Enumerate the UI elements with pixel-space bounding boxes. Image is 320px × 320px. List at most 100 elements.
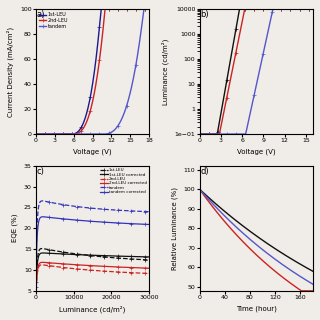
- 1st-LEU: [45, 132, 49, 136]
- 2nd-LEU: [209, 203, 213, 207]
- 2nd-LEU: [148, 7, 151, 11]
- 2nd-LEU: [34, 299, 38, 303]
- tandem: [112, 208, 116, 212]
- tandem: [34, 280, 38, 284]
- 2nd-LEU: [84, 268, 88, 272]
- 2nd-LEU: [45, 264, 49, 268]
- 2nd-LEU: [148, 271, 151, 275]
- 1st-LEU: [123, 7, 126, 11]
- 1st-LEU: [244, 226, 247, 230]
- 2nd-LEU: [248, 246, 252, 250]
- 1st-LEU corrected: [34, 294, 38, 298]
- tandem: [123, 111, 126, 115]
- tandem: [311, 282, 315, 286]
- 1st-LEU: [276, 248, 279, 252]
- tandem corrected: [34, 285, 38, 289]
- Line: 2nd-LEU corrected: 2nd-LEU corrected: [34, 260, 151, 301]
- 1st-LEU: [311, 269, 315, 273]
- 2nd-LEU corrected: [148, 266, 151, 270]
- 1st-LEU: [123, 257, 126, 260]
- 1st-LEU: [40, 247, 44, 251]
- 2nd-LEU: [197, 187, 201, 191]
- 1st-LEU: [209, 198, 213, 202]
- 1st-LEU: [34, 132, 38, 136]
- tandem: [276, 259, 279, 263]
- 1st-LEU: [124, 257, 128, 260]
- 1st-LEU: [286, 255, 290, 259]
- 2nd-LEU corrected: [45, 261, 49, 265]
- Y-axis label: Luminance (cd/m²): Luminance (cd/m²): [162, 38, 169, 105]
- 1st-LEU corrected: [124, 254, 128, 258]
- Y-axis label: Relative Luminance (%): Relative Luminance (%): [172, 187, 178, 270]
- tandem corrected: [84, 219, 88, 223]
- 2nd-LEU: [103, 7, 107, 11]
- tandem: [112, 129, 116, 132]
- X-axis label: Voltage (V): Voltage (V): [73, 149, 112, 155]
- tandem: [142, 7, 146, 11]
- 2nd-LEU: [288, 281, 292, 285]
- tandem: [124, 209, 128, 212]
- 2nd-LEU: [40, 263, 44, 267]
- 2nd-LEU: [300, 289, 303, 293]
- tandem: [244, 233, 247, 237]
- 1st-LEU: [197, 187, 201, 191]
- tandem: [286, 267, 290, 270]
- X-axis label: Luminance (cd/m²): Luminance (cd/m²): [60, 306, 126, 313]
- tandem: [197, 187, 201, 191]
- 1st-LEU corrected: [41, 251, 45, 255]
- tandem corrected: [124, 221, 128, 225]
- tandem corrected: [80, 219, 84, 222]
- 2nd-LEU: [34, 132, 38, 136]
- 2nd-LEU: [84, 122, 88, 126]
- tandem corrected: [112, 221, 116, 225]
- Text: b): b): [201, 10, 209, 19]
- 2nd-LEU: [80, 268, 84, 271]
- 2nd-LEU corrected: [124, 266, 128, 269]
- Line: 2nd-LEU: 2nd-LEU: [34, 263, 151, 303]
- tandem: [80, 205, 84, 209]
- tandem: [80, 132, 84, 136]
- Y-axis label: EQE (%): EQE (%): [12, 214, 18, 243]
- Line: 1st-LEU: 1st-LEU: [34, 7, 151, 136]
- Y-axis label: Current Density (mA/cm²): Current Density (mA/cm²): [7, 27, 14, 116]
- 1st-LEU: [45, 247, 49, 251]
- 1st-LEU: [84, 253, 88, 257]
- 2nd-LEU corrected: [112, 265, 116, 269]
- 1st-LEU: [124, 7, 128, 11]
- Line: tandem: tandem: [34, 7, 151, 136]
- 1st-LEU: [84, 114, 88, 118]
- tandem: [45, 132, 49, 136]
- tandem: [45, 200, 49, 204]
- tandem: [124, 105, 128, 108]
- Text: a): a): [37, 10, 45, 19]
- 1st-LEU corrected: [80, 253, 84, 257]
- 1st-LEU corrected: [148, 255, 151, 259]
- Line: 1st-LEU corrected: 1st-LEU corrected: [34, 251, 151, 298]
- tandem: [84, 132, 88, 136]
- Line: 1st-LEU: 1st-LEU: [34, 247, 151, 299]
- tandem corrected: [45, 215, 49, 219]
- Line: 2nd-LEU: 2nd-LEU: [199, 189, 313, 291]
- tandem: [40, 199, 44, 203]
- tandem: [84, 206, 88, 210]
- 1st-LEU: [112, 7, 116, 11]
- Line: tandem: tandem: [199, 189, 313, 284]
- tandem: [148, 210, 151, 213]
- 1st-LEU: [34, 295, 38, 299]
- 2nd-LEU: [80, 128, 84, 132]
- 2nd-LEU: [112, 270, 116, 274]
- 2nd-LEU: [124, 7, 128, 11]
- 1st-LEU corrected: [84, 253, 88, 257]
- tandem corrected: [41, 215, 45, 219]
- 2nd-LEU: [123, 7, 126, 11]
- X-axis label: Time (hour): Time (hour): [236, 306, 277, 312]
- 2nd-LEU corrected: [84, 263, 88, 267]
- tandem corrected: [148, 223, 151, 227]
- Line: 1st-LEU: 1st-LEU: [199, 189, 313, 271]
- tandem: [123, 209, 126, 212]
- 2nd-LEU corrected: [34, 298, 38, 302]
- 1st-LEU corrected: [112, 254, 116, 258]
- tandem: [209, 200, 213, 204]
- tandem corrected: [123, 221, 126, 225]
- Text: c): c): [37, 167, 45, 176]
